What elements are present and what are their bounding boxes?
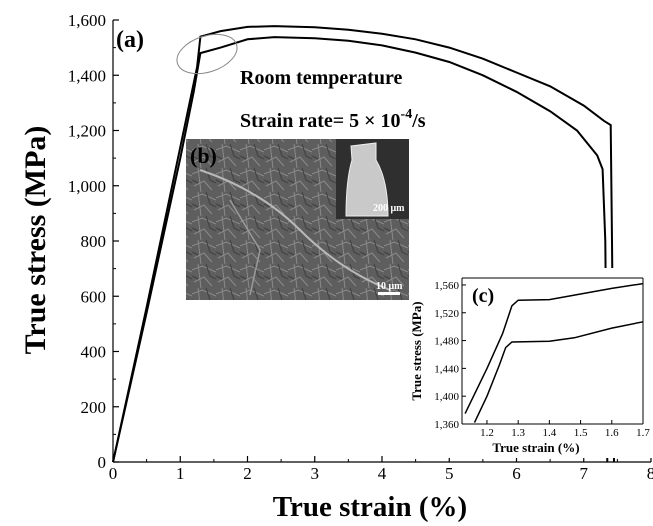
inset-c-x-tick-label: 1.6	[605, 427, 619, 439]
annotation-room-temperature: Room temperature	[240, 67, 402, 89]
annotation-strain-rate: Strain rate= 5 × 10-4/s	[240, 107, 426, 132]
main-x-axis-title: True strain (%)	[273, 491, 467, 523]
inset-c: 1,360 1,400 1,440 1,480 1,520 1,560 1.2 1.3 1.4…	[409, 268, 653, 458]
main-y-tick-label: 600	[81, 287, 107, 306]
main-y-ticks: 0 200 400 600 800 1,000 1,200 1,400 1,600	[68, 11, 119, 472]
main-y-tick-label: 1,600	[68, 11, 106, 30]
inset-c-y-tick-label: 1,360	[434, 419, 459, 431]
main-x-tick-label: 7	[580, 464, 589, 483]
main-x-tick-label: 4	[378, 464, 387, 483]
inset-c-y-tick-label: 1,480	[434, 336, 459, 348]
strain-rate-unit: /s	[411, 110, 426, 132]
inset-b-micrograph: 200 μm 10 μm (b)	[186, 139, 409, 300]
main-x-tick-label: 5	[445, 464, 454, 483]
main-y-tick-label: 1,400	[68, 66, 106, 85]
strain-rate-exponent: -4	[401, 107, 413, 122]
panel-label-a: (a)	[116, 27, 144, 53]
inset-c-x-tick-label: 1.4	[543, 427, 557, 439]
main-x-tick-label: 2	[243, 464, 252, 483]
inset-c-y-axis-title: True stress (MPa)	[409, 301, 424, 400]
inset-c-y-tick-label: 1,520	[434, 308, 459, 320]
main-y-tick-label: 1,000	[68, 177, 106, 196]
yield-highlight-ellipse	[172, 27, 242, 80]
inset-c-x-tick-label: 1.3	[511, 427, 525, 439]
sub-scale-bar-label: 200 μm	[373, 203, 405, 214]
panel-label-c: (c)	[472, 285, 494, 307]
inset-c-y-tick-label: 1,440	[434, 363, 459, 375]
main-y-tick-label: 0	[98, 453, 107, 472]
main-y-tick-label: 800	[81, 232, 107, 251]
main-x-tick-label: 3	[311, 464, 320, 483]
main-y-tick-label: 400	[81, 343, 107, 362]
panel-label-b: (b)	[190, 143, 217, 168]
inset-c-y-tick-label: 1,400	[434, 391, 459, 403]
scale-bar	[378, 292, 400, 295]
main-x-ticks: 0 1 2 3 4 5 6 7 8	[109, 456, 653, 483]
main-x-tick-label: 1	[176, 464, 185, 483]
main-y-tick-label: 1,200	[68, 122, 106, 141]
inset-c-x-axis-title: True strain (%)	[492, 440, 579, 455]
strain-rate-text: Strain rate= 5 × 10	[240, 110, 401, 132]
inset-c-x-tick-label: 1.2	[480, 427, 494, 439]
inset-c-x-tick-label: 1.5	[574, 427, 588, 439]
main-x-tick-label: 6	[512, 464, 521, 483]
inset-c-x-tick-label: 1.7	[636, 427, 650, 439]
inset-c-y-tick-label: 1,560	[434, 280, 459, 292]
main-y-axis-title: True stress (MPa)	[19, 126, 52, 355]
main-y-tick-label: 200	[81, 398, 107, 417]
main-x-tick-label: 0	[109, 464, 118, 483]
main-x-tick-label: 8	[647, 464, 653, 483]
scale-bar-label: 10 μm	[376, 281, 403, 292]
